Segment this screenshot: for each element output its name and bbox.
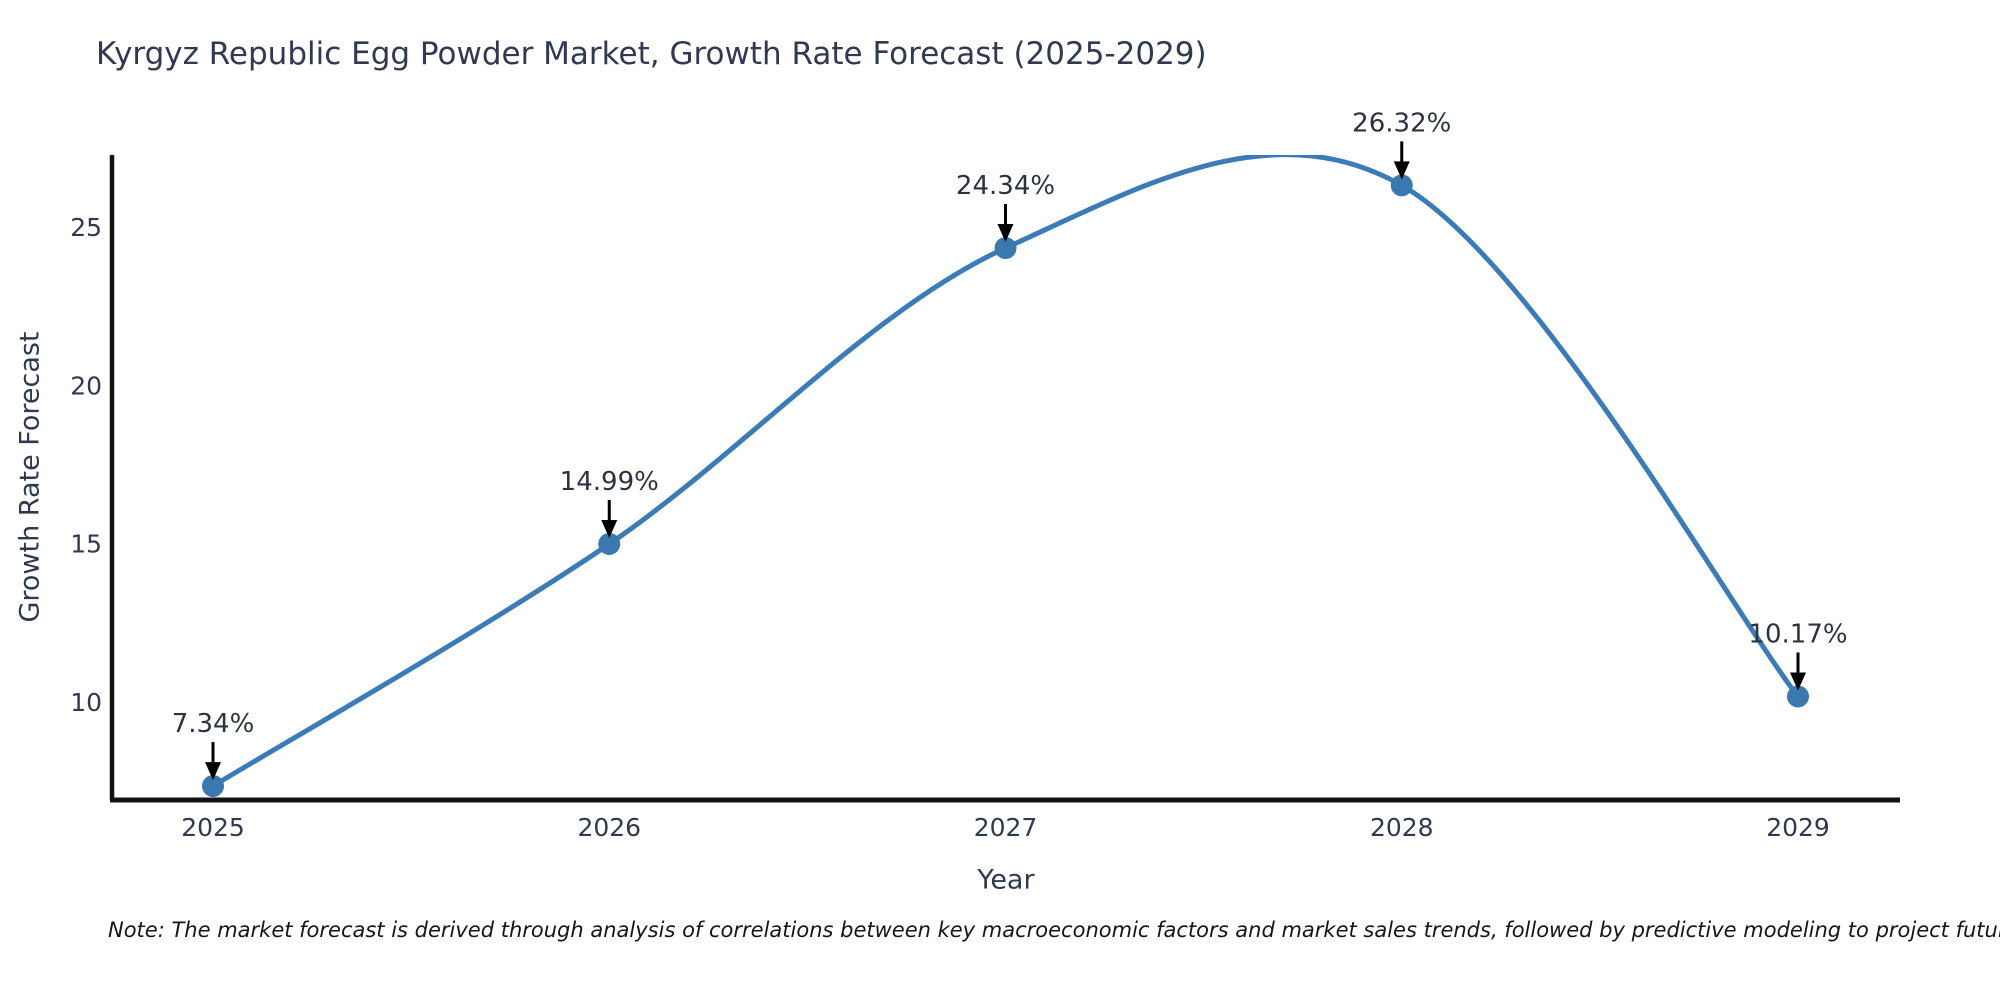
annotation-arrow-head <box>205 762 221 781</box>
x-tick-label: 2028 <box>1370 813 1434 842</box>
data-point-label: 26.32% <box>1352 108 1451 138</box>
annotation-arrow-head <box>997 224 1014 243</box>
data-point-marker <box>1390 174 1413 197</box>
annotation-arrow-head <box>601 519 618 538</box>
chart-title: Kyrgyz Republic Egg Powder Market, Growt… <box>96 36 1207 72</box>
data-point-label: 7.34% <box>172 709 255 739</box>
y-tick-label: 25 <box>70 213 102 242</box>
x-tick-label: 2025 <box>181 813 245 842</box>
data-point-marker <box>1787 685 1809 708</box>
data-point-label: 24.34% <box>956 171 1055 201</box>
data-point-label: 14.99% <box>560 467 659 497</box>
data-point-label: 10.17% <box>1748 620 1847 650</box>
x-tick-label: 2027 <box>974 813 1038 842</box>
footnote: Note: The market forecast is derived thr… <box>108 918 2000 942</box>
data-point-marker <box>598 532 621 555</box>
y-tick-label: 10 <box>70 688 102 717</box>
y-tick-label: 20 <box>70 371 102 400</box>
x-tick-label: 2029 <box>1766 813 1830 842</box>
x-axis-label: Year <box>977 864 1035 896</box>
data-point-marker <box>202 775 224 798</box>
x-tick-label: 2026 <box>577 813 641 842</box>
annotation-arrow-head <box>1393 161 1410 180</box>
y-tick-label: 15 <box>70 530 102 559</box>
annotation-arrow-head <box>1790 672 1806 691</box>
data-point-marker <box>994 237 1017 260</box>
